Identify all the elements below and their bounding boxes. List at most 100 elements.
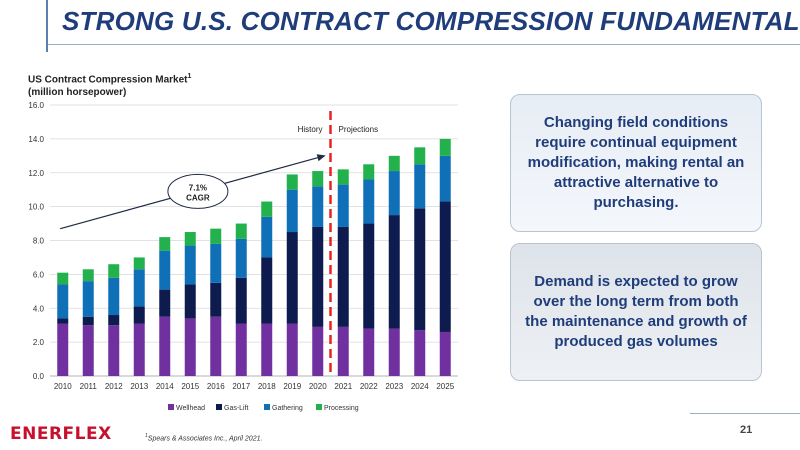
bar-segment-processing [184,232,196,246]
x-tick-label: 2018 [258,382,276,391]
bar-segment-processing [261,201,273,217]
enerflex-logo: ENERFLEX [10,424,112,444]
history-label: History [298,125,323,134]
title-accent-horizontal-line [48,44,800,45]
bar-segment-gathering [108,277,120,316]
bar-segment-wellhead [210,316,222,376]
x-tick-label: 2022 [360,382,378,391]
bar-segment-gas-lift [235,277,247,324]
bar-segment-gas-lift [210,282,222,317]
bar-segment-gathering [363,179,375,224]
bar-segment-gas-lift [439,201,451,332]
bar-segment-wellhead [439,331,451,376]
x-tick-label: 2024 [411,382,429,391]
bar-segment-wellhead [414,330,426,376]
y-tick-label: 2.0 [33,338,45,347]
bar-segment-gas-lift [159,289,171,317]
y-tick-label: 6.0 [33,270,45,279]
bar-segment-processing [286,174,298,190]
x-tick-label: 2023 [385,382,403,391]
bar-segment-wellhead [133,323,145,376]
bar-segment-gas-lift [363,223,375,329]
footnote-superscript: 1 [145,433,148,439]
legend-swatch-gathering [264,404,270,410]
bar-segment-wellhead [312,326,324,376]
x-tick-label: 2019 [283,382,301,391]
legend-swatch-wellhead [168,404,174,410]
y-tick-label: 0.0 [33,372,45,381]
x-tick-label: 2014 [156,382,174,391]
x-tick-label: 2015 [181,382,199,391]
bar-segment-wellhead [261,323,273,376]
footnote: 1Spears & Associates Inc., April 2021. [145,433,262,442]
y-tick-label: 4.0 [33,304,45,313]
x-tick-label: 2012 [105,382,123,391]
x-tick-label: 2011 [80,382,98,391]
legend-label-processing: Processing [324,405,359,412]
bar-segment-processing [57,272,69,285]
legend-swatch-gas-lift [216,404,222,410]
bar-segment-gas-lift [286,232,298,324]
bar-segment-wellhead [184,318,196,376]
bar-segment-gathering [235,238,247,278]
legend-label-wellhead: Wellhead [176,405,205,412]
bar-segment-wellhead [57,323,69,376]
bar-segment-processing [82,269,94,282]
y-tick-label: 10.0 [28,203,44,212]
y-tick-label: 8.0 [33,237,45,246]
x-tick-label: 2016 [207,382,225,391]
x-tick-label: 2025 [436,382,454,391]
title-accent-vertical-line [46,0,48,52]
legend-label-gas-lift: Gas-Lift [224,405,249,412]
bar-segment-gas-lift [312,226,324,327]
info-box-demand-text: Demand is expected to grow over the long… [525,273,747,350]
bar-segment-gathering [184,245,196,285]
bar-segment-wellhead [337,326,349,376]
info-box-field-conditions: Changing field conditions require contin… [510,94,762,232]
slide-title: STRONG U.S. CONTRACT COMPRESSION FUNDAME… [62,6,800,36]
footer-accent-line [690,413,800,414]
footnote-text: Spears & Associates Inc., April 2021. [147,435,263,443]
bar-segment-gas-lift [337,226,349,327]
bar-segment-gathering [337,184,349,227]
bar-segment-wellhead [286,323,298,376]
chart-title-line2: (million horsepower) [28,87,127,99]
x-tick-label: 2017 [232,382,250,391]
bar-segment-gathering [388,171,400,216]
info-box-demand: Demand is expected to grow over the long… [510,243,762,381]
chart-title: US Contract Compression Market1 (million… [28,70,191,99]
stacked-bar-chart: 0.0 2.0 4.0 6.0 8.0 10.0 12.0 14.0 16.0 2010 2011 2… [28,101,458,412]
y-tick-label: 16.0 [28,101,44,110]
bar-segment-gathering [312,186,324,227]
bar-segment-gas-lift [414,208,426,331]
bar-segment-gas-lift [57,318,69,324]
x-tick-label: 2010 [54,382,72,391]
bar-segment-processing [312,171,324,187]
bar-segment-gas-lift [108,315,120,326]
bar-segment-processing [133,257,145,270]
bar-segment-gas-lift [261,257,273,324]
bar-segment-processing [108,264,120,278]
bar-segment-processing [388,155,400,172]
bar-segment-gathering [439,155,451,202]
bar-segment-gas-lift [388,215,400,329]
cagr-annotation-bubble [167,173,229,209]
bar-segment-wellhead [159,316,171,376]
cagr-value: 7.1% [189,183,207,192]
bar-segment-processing [439,138,451,156]
bar-segment-gathering [82,281,94,317]
bar-segment-gas-lift [133,306,145,324]
info-box-field-conditions-text: Changing field conditions require contin… [527,114,745,211]
bar-segment-wellhead [108,325,120,376]
bar-segment-processing [210,228,222,244]
bar-segment-wellhead [388,328,400,376]
x-tick-label: 2021 [334,382,352,391]
bar-segment-gathering [210,243,222,283]
title-bar: STRONG U.S. CONTRACT COMPRESSION FUNDAME… [0,0,800,52]
chart-title-line1: US Contract Compression Market [28,74,188,86]
cagr-label: CAGR [186,193,210,202]
bar-segment-processing [235,223,247,239]
page-number: 21 [740,424,753,436]
bar-segment-gathering [414,164,426,209]
bar-segment-processing [414,147,426,165]
